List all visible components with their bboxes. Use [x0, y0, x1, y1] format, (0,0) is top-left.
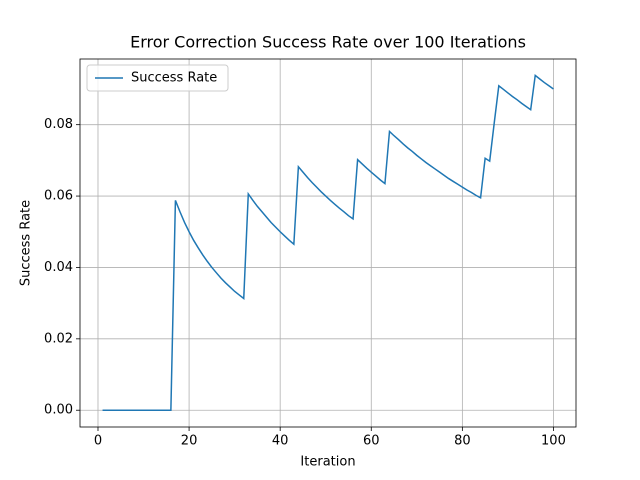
- y-tick-label: 0.00: [44, 403, 73, 418]
- y-tick-label: 0.06: [44, 189, 73, 204]
- y-tick-label: 0.02: [44, 331, 73, 346]
- x-axis-label: Iteration: [300, 455, 355, 470]
- y-tick-label: 0.04: [44, 260, 73, 275]
- y-axis-label: Success Rate: [19, 200, 34, 286]
- axes-frame: [79, 58, 577, 428]
- x-tick-label: 100: [541, 434, 566, 449]
- legend-label: Success Rate: [131, 71, 217, 86]
- x-tick-label: 40: [272, 434, 289, 449]
- chart-title: Error Correction Success Rate over 100 I…: [130, 33, 526, 52]
- x-tick-label: 20: [181, 434, 198, 449]
- x-tick-label: 0: [94, 434, 102, 449]
- legend-box: [86, 64, 229, 92]
- data-line: [102, 74, 554, 411]
- x-tick-label: 80: [454, 434, 471, 449]
- x-tick-label: 60: [363, 434, 380, 449]
- y-tick-label: 0.08: [44, 117, 73, 132]
